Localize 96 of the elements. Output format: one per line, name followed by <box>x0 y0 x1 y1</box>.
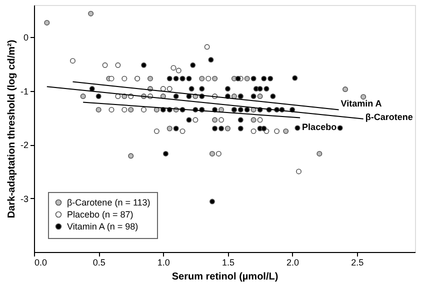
point <box>224 126 230 132</box>
point <box>216 150 222 156</box>
x-tick-label: 0.0 <box>34 258 48 268</box>
point <box>173 126 179 132</box>
point <box>180 128 186 134</box>
point <box>209 150 215 156</box>
point <box>261 76 267 82</box>
point <box>292 75 298 81</box>
point <box>212 117 218 123</box>
point <box>209 198 215 204</box>
point <box>108 76 114 82</box>
point <box>70 58 76 64</box>
point <box>212 76 218 82</box>
point <box>206 76 212 82</box>
point <box>128 153 134 159</box>
point <box>199 76 205 82</box>
point <box>257 86 263 92</box>
point <box>186 76 192 82</box>
point <box>238 126 244 132</box>
point <box>122 106 128 112</box>
point <box>162 150 168 156</box>
point <box>257 117 263 123</box>
point <box>264 86 270 92</box>
point <box>296 168 302 174</box>
point <box>199 86 205 92</box>
point <box>115 94 121 100</box>
point <box>154 128 160 134</box>
point <box>238 117 244 123</box>
point <box>186 117 192 123</box>
point <box>204 44 210 50</box>
point <box>294 125 300 131</box>
point <box>128 106 134 112</box>
point <box>244 76 250 82</box>
point <box>257 94 263 100</box>
point <box>244 106 250 112</box>
point <box>261 126 267 132</box>
point <box>218 117 224 123</box>
x-tick-label: 2.5 <box>351 258 364 268</box>
point <box>154 106 160 112</box>
x-tick-label: 1.5 <box>222 258 234 268</box>
y-tick-label: -3 <box>20 194 28 204</box>
point <box>147 76 153 82</box>
point <box>208 57 214 63</box>
y-tick-label: -2 <box>20 140 28 150</box>
point <box>44 20 50 26</box>
y-tick-label: 0 <box>23 32 28 43</box>
legend-label: β-Carotene (n = 113) <box>67 198 150 208</box>
point <box>268 76 274 82</box>
x-tick-label: 0.5 <box>92 258 106 268</box>
point <box>337 125 343 131</box>
point <box>88 10 94 16</box>
y-axis-title: Dark-adaptation threshold (log cd/m²) <box>6 40 18 218</box>
point <box>166 126 172 132</box>
point <box>96 106 102 112</box>
point <box>218 106 224 112</box>
legend-label: Vitamin A (n = 98) <box>67 222 138 232</box>
point <box>238 106 244 112</box>
point <box>80 94 86 100</box>
point <box>224 86 230 92</box>
point <box>173 76 179 82</box>
point <box>96 94 102 100</box>
point <box>250 94 256 100</box>
point <box>250 76 256 82</box>
x-axis-title: Serum retinol (µmol/L) <box>172 272 278 282</box>
point <box>108 106 114 112</box>
point <box>176 68 182 74</box>
point <box>250 117 256 123</box>
point <box>270 94 276 100</box>
point <box>218 126 224 132</box>
point <box>122 76 128 82</box>
point <box>342 86 348 92</box>
point <box>188 86 194 92</box>
x-tick-label: 1.0 <box>157 258 170 268</box>
point <box>274 128 280 134</box>
y-tick-label: -1 <box>20 86 28 96</box>
point <box>170 65 176 71</box>
point <box>173 94 179 100</box>
point <box>360 94 366 100</box>
point <box>115 62 121 68</box>
point <box>235 76 241 82</box>
point <box>192 117 198 123</box>
point <box>212 126 218 132</box>
point <box>166 76 172 82</box>
point <box>250 128 256 134</box>
legend-label: Placebo (n = 87) <box>67 210 134 220</box>
point <box>283 128 289 134</box>
point <box>316 150 322 156</box>
point <box>141 62 147 68</box>
point <box>102 62 108 68</box>
x-tick-label: 2.0 <box>286 258 300 268</box>
series-label: Vitamin A <box>340 98 382 109</box>
series-label: Placebo <box>302 122 338 132</box>
point <box>190 62 196 68</box>
point <box>166 86 172 92</box>
point <box>141 106 147 112</box>
series-label: β-Carotene <box>365 112 413 122</box>
